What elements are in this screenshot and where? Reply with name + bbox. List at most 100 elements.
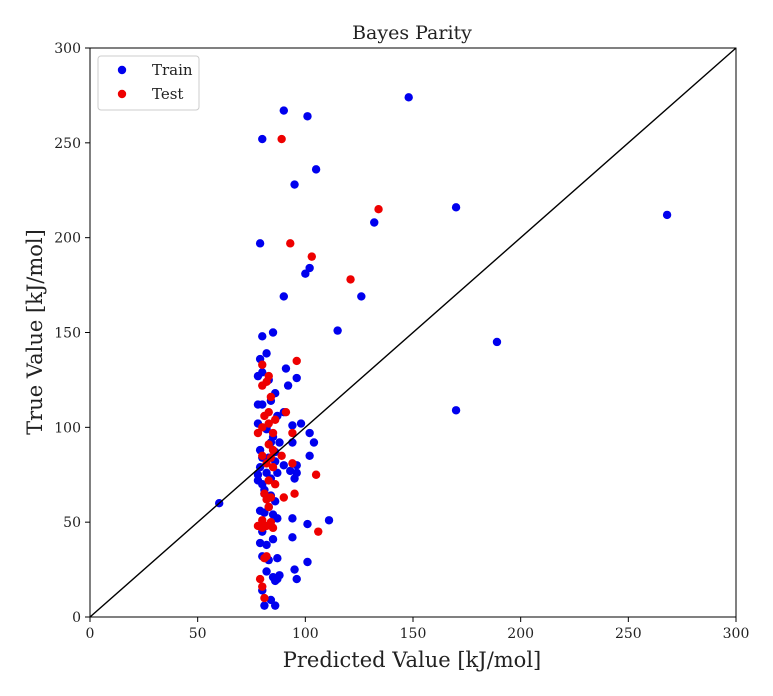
data-point-test xyxy=(270,415,280,424)
data-point-train xyxy=(262,567,271,576)
data-point-train xyxy=(266,595,276,605)
data-point-test xyxy=(253,428,263,438)
data-point-train xyxy=(279,292,288,301)
data-point-train xyxy=(286,466,295,476)
data-point-train xyxy=(305,451,314,460)
data-point-train xyxy=(303,557,312,567)
data-point-test xyxy=(264,476,273,485)
y-tick-label: 250 xyxy=(54,136,81,152)
data-point-train xyxy=(288,421,297,430)
data-point-test xyxy=(311,470,321,479)
data-point-train xyxy=(288,533,297,542)
x-tick-label: 50 xyxy=(189,626,207,642)
x-tick-label: 0 xyxy=(86,626,95,642)
data-point-test xyxy=(258,516,267,525)
data-point-test xyxy=(266,517,276,527)
data-point-test xyxy=(288,459,297,468)
data-point-train xyxy=(275,571,284,580)
data-point-train xyxy=(292,574,301,584)
y-tick-label: 300 xyxy=(54,41,81,57)
data-point-test xyxy=(258,582,267,591)
data-point-train xyxy=(288,514,297,523)
data-point-train xyxy=(357,292,366,301)
x-tick-label: 150 xyxy=(400,626,427,642)
data-point-train xyxy=(255,239,265,248)
data-point-test xyxy=(262,495,271,504)
data-point-train xyxy=(270,576,280,586)
data-point-train xyxy=(268,328,278,337)
data-point-test xyxy=(314,527,323,536)
legend-marker-train xyxy=(117,65,127,75)
data-point-train xyxy=(258,332,267,341)
y-tick-label: 100 xyxy=(54,420,81,436)
y-tick-label: 200 xyxy=(54,231,81,247)
data-point-test xyxy=(374,205,383,214)
data-point-train xyxy=(404,93,413,102)
data-point-train xyxy=(273,514,282,523)
chart-title: Bayes Parity xyxy=(352,22,472,44)
data-point-train xyxy=(279,106,288,115)
data-point-train xyxy=(290,180,299,189)
data-point-test xyxy=(266,392,276,402)
data-point-train xyxy=(279,461,288,470)
data-point-test xyxy=(264,371,273,381)
legend-marker-test xyxy=(117,89,127,99)
x-axis-title: Predicted Value [kJ/mol] xyxy=(283,648,541,672)
y-tick-label: 50 xyxy=(63,515,81,531)
data-point-test xyxy=(264,502,273,512)
x-tick-label: 200 xyxy=(507,626,534,642)
data-point-test xyxy=(307,252,316,261)
data-point-train xyxy=(281,364,291,373)
data-point-train xyxy=(260,601,269,610)
data-point-test xyxy=(255,574,265,584)
x-tick-label: 300 xyxy=(723,626,750,642)
data-point-train xyxy=(273,554,282,563)
data-point-train xyxy=(273,468,282,478)
data-point-train xyxy=(262,349,271,358)
data-point-train xyxy=(292,468,301,478)
data-point-train xyxy=(305,428,314,438)
data-point-train xyxy=(451,203,461,212)
data-point-test xyxy=(277,134,286,144)
data-point-train xyxy=(258,134,267,144)
data-point-test xyxy=(264,419,273,428)
x-tick-label: 250 xyxy=(615,626,642,642)
data-point-test xyxy=(258,360,267,369)
data-point-train xyxy=(262,468,271,478)
data-point-test xyxy=(268,445,278,455)
y-tick-label: 0 xyxy=(72,610,81,626)
data-point-train xyxy=(262,540,271,550)
data-point-train xyxy=(303,112,312,121)
data-point-test xyxy=(258,523,267,533)
data-point-train xyxy=(311,165,321,174)
data-point-train xyxy=(324,516,334,525)
data-point-train xyxy=(662,210,672,220)
y-axis-title: True Value [kJ/mol] xyxy=(23,229,47,435)
data-point-train xyxy=(253,470,263,479)
data-point-train xyxy=(258,400,267,409)
data-point-train xyxy=(283,381,293,390)
data-point-test xyxy=(286,239,295,248)
data-point-test xyxy=(292,356,301,366)
data-point-train xyxy=(370,218,379,227)
data-point-train xyxy=(301,269,310,278)
data-point-train xyxy=(255,538,265,548)
data-point-test xyxy=(260,593,269,603)
data-point-test xyxy=(281,407,291,417)
data-point-test xyxy=(346,275,355,284)
data-point-train xyxy=(333,326,342,335)
x-tick-label: 100 xyxy=(292,626,319,642)
data-point-train xyxy=(296,419,306,428)
data-point-test xyxy=(270,480,280,489)
data-point-test xyxy=(258,381,267,390)
data-point-train xyxy=(309,438,319,447)
data-point-test xyxy=(264,440,273,449)
data-point-train xyxy=(275,438,284,447)
y-tick-label: 150 xyxy=(54,326,81,342)
data-point-train xyxy=(260,508,269,517)
plot-area: 0 50 100 150 200 250 300 0 50 100 150 200 250 300 Trai… xyxy=(54,41,749,642)
legend-label-train: Train xyxy=(152,61,193,79)
data-point-test xyxy=(290,489,299,498)
